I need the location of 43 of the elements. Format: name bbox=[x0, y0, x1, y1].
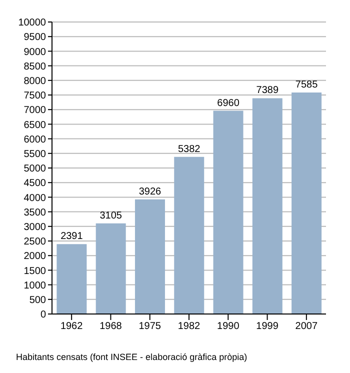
y-tick-label: 9000 bbox=[24, 46, 46, 58]
data-label: 3926 bbox=[138, 186, 162, 198]
y-tick-label: 3500 bbox=[24, 207, 46, 218]
y-tick-label: 2000 bbox=[24, 251, 46, 262]
bar bbox=[292, 92, 322, 314]
y-tick-label: 4000 bbox=[24, 192, 46, 204]
y-tick-label: 6000 bbox=[24, 134, 46, 146]
y-tick-label: 8000 bbox=[24, 76, 46, 87]
x-tick-label: 2007 bbox=[295, 321, 318, 332]
x-tick-label: 1975 bbox=[138, 321, 162, 332]
x-tick-label: 1990 bbox=[217, 321, 240, 332]
y-tick-label: 5000 bbox=[24, 164, 46, 175]
y-tick-label: 10000 bbox=[18, 18, 46, 29]
y-tick-label: 0 bbox=[40, 310, 46, 321]
data-label: 2391 bbox=[60, 231, 84, 242]
data-label: 5382 bbox=[178, 144, 201, 155]
y-tick-label: 2500 bbox=[24, 236, 46, 248]
bar bbox=[252, 98, 282, 314]
y-tick-label: 500 bbox=[29, 294, 46, 306]
y-tick-label: 4500 bbox=[24, 178, 46, 190]
y-tick-label: 8500 bbox=[24, 61, 46, 72]
bar bbox=[134, 199, 165, 314]
data-label: 3105 bbox=[100, 210, 122, 222]
x-tick-label: 1999 bbox=[256, 321, 279, 332]
y-tick-label: 1500 bbox=[24, 266, 46, 277]
bar bbox=[96, 223, 126, 314]
data-label: 7585 bbox=[295, 80, 318, 91]
y-tick-label: 5500 bbox=[24, 148, 46, 160]
x-tick-label: 1962 bbox=[60, 321, 84, 332]
y-tick-label: 7000 bbox=[24, 105, 46, 116]
y-tick-label: 3000 bbox=[24, 222, 46, 233]
data-label: 6960 bbox=[217, 98, 240, 109]
bar bbox=[213, 110, 244, 314]
data-label: 7389 bbox=[256, 85, 279, 96]
bar bbox=[56, 244, 87, 314]
y-tick-label: 7500 bbox=[24, 90, 46, 102]
x-tick-label: 1982 bbox=[178, 321, 201, 332]
bar bbox=[174, 156, 204, 314]
y-tick-label: 9500 bbox=[24, 32, 46, 44]
y-tick-label: 6500 bbox=[24, 120, 46, 131]
text: Habitants censats (font INSEE - elaboració gràfica pròpia) bbox=[16, 352, 248, 362]
y-tick-label: 1000 bbox=[24, 280, 46, 292]
x-tick-label: 1968 bbox=[100, 321, 122, 332]
